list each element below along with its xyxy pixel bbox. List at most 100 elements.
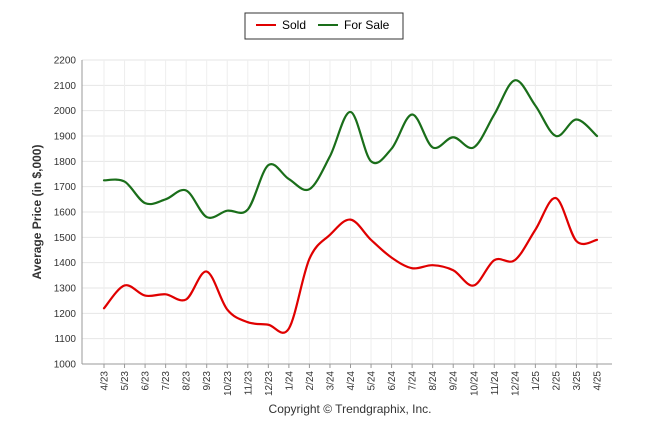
y-tick-label: 1400 <box>54 258 77 269</box>
x-tick-label: 1/24 <box>284 371 295 391</box>
data-point-for-sale <box>369 159 374 164</box>
x-tick-label: 8/24 <box>428 371 439 391</box>
y-tick-label: 1800 <box>54 157 77 168</box>
x-tick-label: 5/24 <box>367 371 378 391</box>
data-point-sold <box>143 293 148 298</box>
data-point-for-sale <box>225 208 230 213</box>
x-tick-label: 9/23 <box>202 371 213 391</box>
y-axis-ticks: 1000 1100 1200 1300 1400 1500 1600 1700 1800 1900… <box>54 56 77 371</box>
x-axis-ticks: 4/23 5/23 6/23 7/23 8/23 9/23 10/23 11/23 12/23 1… <box>100 364 604 396</box>
x-tick-label: 4/24 <box>346 371 357 391</box>
data-point-sold <box>492 258 497 263</box>
x-tick-label: 4/25 <box>593 371 604 391</box>
data-point-for-sale <box>512 78 517 83</box>
data-point-sold <box>327 232 332 237</box>
data-point-sold <box>266 322 271 327</box>
data-point-sold <box>574 239 579 244</box>
data-point-sold <box>451 268 456 273</box>
x-tick-label: 2/24 <box>305 371 316 391</box>
x-tick-label: 10/23 <box>223 371 234 396</box>
data-point-for-sale <box>574 117 579 122</box>
data-point-for-sale <box>245 207 250 212</box>
legend-sold-label: Sold <box>282 18 306 32</box>
x-tick-label: 11/23 <box>243 371 254 396</box>
data-point-for-sale <box>348 109 353 114</box>
x-tick-label: 5/23 <box>120 371 131 391</box>
data-point-for-sale <box>102 178 107 183</box>
data-point-sold <box>184 297 189 302</box>
data-point-for-sale <box>533 103 538 108</box>
y-tick-label: 1000 <box>54 360 77 371</box>
data-point-for-sale <box>553 134 558 139</box>
series-line-sold <box>102 196 599 334</box>
y-axis-title: Average Price (in $,000) <box>30 145 44 280</box>
y-tick-label: 1300 <box>54 284 77 295</box>
x-tick-label: 11/24 <box>490 371 501 396</box>
data-point-for-sale <box>143 201 148 206</box>
data-point-for-sale <box>492 112 497 117</box>
y-tick-label: 2000 <box>54 106 77 117</box>
x-tick-label: 6/23 <box>141 371 152 391</box>
y-tick-label: 2100 <box>54 81 77 92</box>
series-lines <box>102 78 600 334</box>
x-tick-label: 3/24 <box>325 371 336 391</box>
data-point-sold <box>430 263 435 268</box>
x-tick-label: 7/24 <box>408 371 419 391</box>
data-point-for-sale <box>122 179 127 184</box>
data-point-for-sale <box>451 135 456 140</box>
y-tick-label: 1600 <box>54 208 77 219</box>
data-point-for-sale <box>471 145 476 150</box>
data-point-sold <box>512 258 517 263</box>
y-tick-label: 1500 <box>54 233 77 244</box>
data-point-sold <box>410 266 415 271</box>
legend: Sold For Sale <box>244 12 404 40</box>
x-tick-label: 2/25 <box>551 371 562 391</box>
data-point-for-sale <box>204 215 209 220</box>
x-tick-label: 4/23 <box>100 371 111 391</box>
gridlines <box>82 59 612 365</box>
series-line-for-sale <box>102 79 599 219</box>
data-point-for-sale <box>389 146 394 151</box>
data-point-for-sale <box>327 154 332 159</box>
data-point-sold <box>122 283 127 288</box>
data-point-sold <box>553 196 558 201</box>
x-tick-label: 8/23 <box>182 371 193 391</box>
copyright-footer: Copyright © Trendgraphix, Inc. <box>269 402 432 416</box>
y-tick-label: 1900 <box>54 132 77 143</box>
x-tick-label: 12/23 <box>264 371 275 396</box>
data-point-sold <box>225 307 230 312</box>
data-point-for-sale <box>307 187 312 192</box>
data-point-sold <box>163 292 168 297</box>
y-tick-label: 1700 <box>54 182 77 193</box>
x-tick-label: 10/24 <box>469 371 480 396</box>
data-point-sold <box>102 306 107 311</box>
data-point-for-sale <box>410 112 415 117</box>
x-tick-label: 9/24 <box>449 371 460 391</box>
legend-for-sale-label: For Sale <box>344 18 390 32</box>
plot-area <box>81 60 612 365</box>
y-tick-label: 2200 <box>54 56 77 67</box>
data-point-sold <box>245 320 250 325</box>
data-point-sold <box>307 256 312 261</box>
data-point-for-sale <box>184 188 189 193</box>
data-point-for-sale <box>163 197 168 202</box>
data-point-sold <box>389 255 394 260</box>
data-point-sold <box>369 237 374 242</box>
data-point-sold <box>533 227 538 232</box>
data-point-sold <box>595 237 600 242</box>
data-point-for-sale <box>286 177 291 182</box>
x-tick-label: 6/24 <box>387 371 398 391</box>
x-tick-label: 7/23 <box>161 371 172 391</box>
x-tick-label: 1/25 <box>531 371 542 391</box>
data-point-sold <box>204 269 209 274</box>
y-tick-label: 1100 <box>54 334 76 345</box>
data-point-for-sale <box>595 134 600 139</box>
x-tick-label: 12/24 <box>510 371 521 396</box>
data-point-for-sale <box>266 163 271 168</box>
y-tick-label: 1200 <box>54 309 77 320</box>
data-point-sold <box>286 326 291 331</box>
data-point-for-sale <box>430 145 435 150</box>
data-point-sold <box>471 283 476 288</box>
